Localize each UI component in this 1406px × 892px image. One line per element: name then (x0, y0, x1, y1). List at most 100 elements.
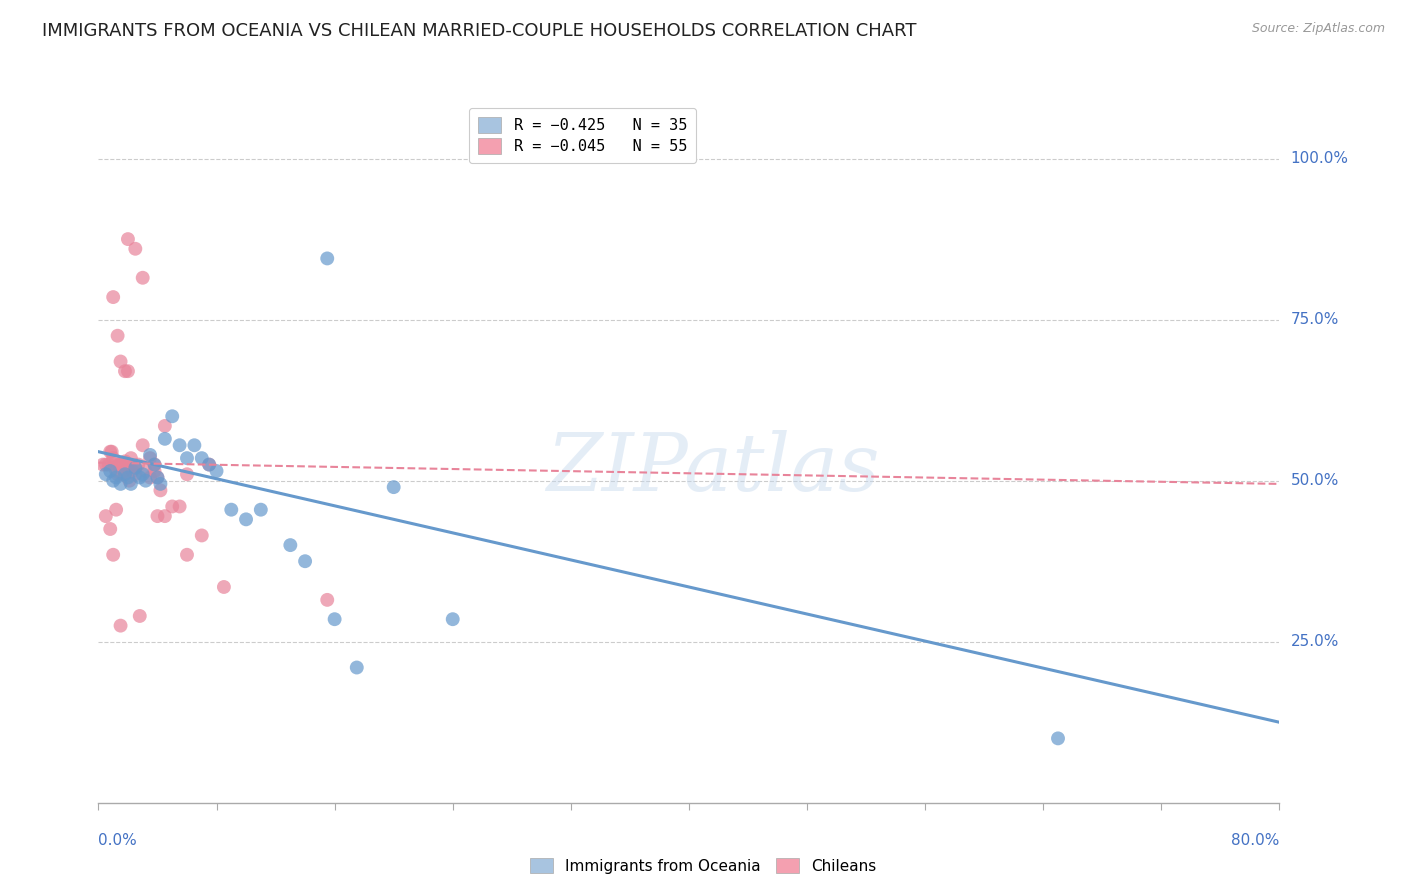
Point (105, 502, 128, 516)
Point (124, 460, 146, 475)
Point (132, 438, 155, 452)
Text: 50.0%: 50.0% (1291, 473, 1339, 488)
Point (176, 467, 198, 482)
Point (114, 454, 136, 468)
Point (183, 438, 205, 452)
Point (146, 470, 169, 484)
Point (115, 458, 138, 472)
Point (198, 458, 221, 472)
Point (153, 432, 176, 446)
Point (91, 458, 114, 472)
Point (103, 290, 125, 304)
Point (212, 580, 235, 594)
Point (146, 509, 169, 524)
Text: IMMIGRANTS FROM OCEANIA VS CHILEAN MARRIED-COUPLE HOUSEHOLDS CORRELATION CHART: IMMIGRANTS FROM OCEANIA VS CHILEAN MARRI… (42, 22, 917, 40)
Point (103, 474, 125, 488)
Point (117, 364, 139, 378)
Point (117, 460, 139, 475)
Point (124, 460, 146, 475)
Point (139, 451, 162, 466)
Text: 0.0%: 0.0% (98, 833, 138, 848)
Point (1046, 731, 1069, 746)
Point (100, 444, 122, 458)
Point (162, 500, 183, 514)
Point (107, 467, 129, 482)
Point (235, 512, 257, 526)
Point (143, 464, 166, 478)
Point (94, 509, 117, 524)
Point (162, 409, 183, 424)
Point (250, 502, 273, 516)
Point (205, 464, 228, 478)
Point (198, 458, 221, 472)
Point (176, 548, 198, 562)
Point (120, 476, 142, 491)
Point (143, 458, 166, 472)
Point (94, 458, 117, 472)
Point (278, 538, 302, 552)
Point (110, 618, 132, 632)
Point (110, 458, 132, 472)
Point (94, 467, 117, 482)
Point (346, 660, 368, 674)
Point (294, 554, 316, 568)
Point (316, 252, 339, 266)
Point (111, 467, 134, 482)
Point (98, 522, 121, 536)
Point (132, 270, 155, 285)
Point (128, 470, 150, 484)
Point (149, 476, 172, 491)
Point (110, 354, 132, 368)
Point (124, 467, 146, 482)
Point (139, 448, 162, 462)
Point (117, 470, 139, 484)
Point (382, 480, 405, 494)
Point (146, 470, 169, 484)
Point (108, 458, 131, 472)
Point (149, 483, 172, 498)
Point (169, 500, 191, 514)
Point (120, 451, 142, 466)
Point (105, 470, 128, 484)
Point (132, 467, 155, 482)
Point (135, 474, 157, 488)
Point (114, 467, 136, 482)
Point (104, 458, 127, 472)
Point (323, 612, 346, 626)
Legend: Immigrants from Oceania, Chileans: Immigrants from Oceania, Chileans (523, 852, 883, 880)
Point (103, 548, 125, 562)
Point (112, 464, 135, 478)
Point (191, 528, 214, 542)
Point (124, 242, 146, 256)
Point (153, 509, 176, 524)
Point (103, 451, 125, 466)
Text: ZIPatlas: ZIPatlas (546, 430, 879, 508)
Point (114, 364, 136, 378)
Point (127, 458, 149, 472)
Point (316, 592, 339, 607)
Point (117, 232, 139, 246)
Point (143, 458, 166, 472)
Point (105, 464, 128, 478)
Point (97, 458, 120, 472)
Point (107, 328, 129, 343)
Text: Source: ZipAtlas.com: Source: ZipAtlas.com (1251, 22, 1385, 36)
Text: 25.0%: 25.0% (1291, 634, 1339, 649)
Point (176, 451, 198, 466)
Point (128, 609, 150, 624)
Text: 75.0%: 75.0% (1291, 312, 1339, 327)
Point (98, 464, 121, 478)
Point (135, 464, 157, 478)
Text: 80.0%: 80.0% (1232, 833, 1279, 848)
Point (191, 451, 214, 466)
Point (110, 476, 132, 491)
Point (121, 464, 143, 478)
Point (98, 444, 121, 458)
Point (118, 474, 141, 488)
Point (153, 419, 176, 434)
Point (169, 438, 191, 452)
Text: 100.0%: 100.0% (1291, 151, 1348, 166)
Point (139, 470, 162, 484)
Point (441, 612, 464, 626)
Point (219, 502, 242, 516)
